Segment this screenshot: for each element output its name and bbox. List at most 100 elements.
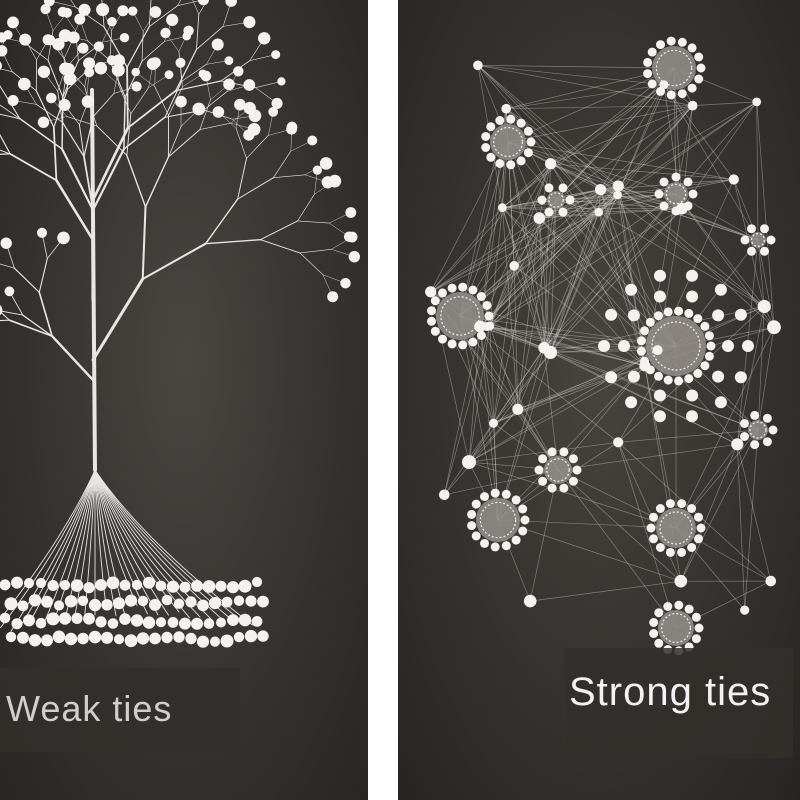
- hub-ring-node: [646, 523, 656, 533]
- network-edge: [550, 163, 658, 351]
- root-node: [257, 630, 269, 642]
- hub-ring-node: [687, 43, 697, 53]
- leaf-node: [52, 38, 65, 51]
- network-node: [639, 360, 651, 372]
- hub-texture: [665, 183, 687, 205]
- network-node: [659, 80, 669, 90]
- ring-node: [605, 371, 618, 384]
- hub-ring-node: [568, 454, 578, 464]
- hub-ring-node: [694, 512, 703, 522]
- network-edge: [598, 193, 677, 213]
- root-node: [149, 598, 161, 611]
- hub-ring-node: [760, 246, 769, 256]
- root-node: [136, 632, 150, 645]
- hub-core: [658, 610, 694, 646]
- hub-ring-node: [467, 521, 477, 531]
- network-edge: [489, 325, 519, 410]
- network-edge: [517, 218, 540, 410]
- leaf-node: [0, 32, 7, 42]
- network-edge: [550, 105, 693, 165]
- network-edge: [468, 409, 519, 463]
- network-edge: [502, 207, 519, 410]
- hub-ring-node: [665, 547, 675, 557]
- hub-ring-node: [649, 534, 658, 544]
- network-edge: [550, 163, 759, 241]
- hub-ring-node: [654, 189, 664, 199]
- leaf-node: [81, 95, 95, 108]
- ring-node: [686, 290, 699, 303]
- hub-ring-node: [684, 308, 694, 318]
- hub-texture: [479, 501, 517, 539]
- strong-ties-panel: Strong ties: [398, 0, 800, 800]
- branch: [66, 116, 98, 127]
- hub-ring-node: [468, 285, 478, 295]
- root-node: [11, 576, 23, 589]
- root-node: [77, 632, 89, 645]
- network-edge: [618, 429, 759, 443]
- hub-texture: [655, 49, 693, 87]
- leaf-node: [277, 77, 286, 86]
- leaf-node: [286, 121, 298, 133]
- root-node: [155, 617, 167, 628]
- leaf-node: [19, 33, 32, 46]
- leaf-node: [268, 107, 279, 117]
- ring-node: [722, 340, 734, 352]
- network-edge: [543, 347, 738, 445]
- weak-ties-caption: Weak ties: [6, 688, 173, 729]
- branch: [175, 48, 198, 92]
- network-edge: [502, 163, 551, 208]
- hub-ring-node: [458, 340, 468, 350]
- network-edge: [489, 193, 677, 327]
- root-node: [166, 580, 180, 593]
- branch: [199, 99, 211, 130]
- leaf-node: [340, 278, 351, 289]
- leaf-node: [40, 4, 51, 15]
- branch: [61, 121, 85, 158]
- network-edge: [550, 193, 677, 353]
- branch: [126, 113, 132, 156]
- network-edge: [550, 163, 734, 180]
- network-edge: [479, 163, 551, 327]
- hub-core: [656, 508, 696, 548]
- hub-core: [476, 498, 520, 542]
- network-node: [595, 184, 607, 196]
- ring-node: [742, 340, 754, 352]
- root-node: [173, 631, 185, 643]
- root-node: [257, 595, 269, 608]
- leaf-node: [308, 136, 317, 145]
- hub-core: [547, 191, 565, 209]
- branch: [299, 252, 324, 276]
- network-edge: [479, 189, 601, 327]
- root-node: [209, 636, 221, 647]
- network-edge: [539, 211, 599, 219]
- hub-ring-node: [495, 116, 505, 125]
- ring-node: [654, 410, 666, 423]
- ring-node: [714, 396, 727, 409]
- network-edge: [757, 327, 775, 431]
- hub-ring-node: [654, 371, 663, 381]
- ring-node: [686, 269, 698, 282]
- network-edge: [680, 444, 738, 582]
- strong-ties-caption: Strong ties: [569, 670, 772, 714]
- leaf-node: [175, 95, 187, 108]
- branch: [181, 63, 207, 82]
- network-edge: [502, 67, 675, 208]
- hub-ring-node: [565, 195, 575, 205]
- network-edge: [477, 64, 675, 69]
- branch: [273, 150, 292, 179]
- network-edge: [430, 189, 601, 293]
- hub-ring-node: [476, 292, 486, 301]
- hub-ring-node: [693, 314, 703, 324]
- root-node: [119, 613, 131, 625]
- hub-ring-node: [526, 137, 536, 147]
- hub-ring-node: [691, 612, 701, 622]
- hub-texture: [440, 296, 480, 336]
- network-edge: [502, 207, 658, 351]
- network-illustration: [425, 36, 781, 656]
- network-edge: [617, 442, 682, 582]
- network-edge: [756, 101, 759, 241]
- root-node: [71, 612, 83, 625]
- root-node: [88, 630, 102, 644]
- network-edge: [513, 265, 545, 348]
- hub-ring-node: [684, 374, 694, 384]
